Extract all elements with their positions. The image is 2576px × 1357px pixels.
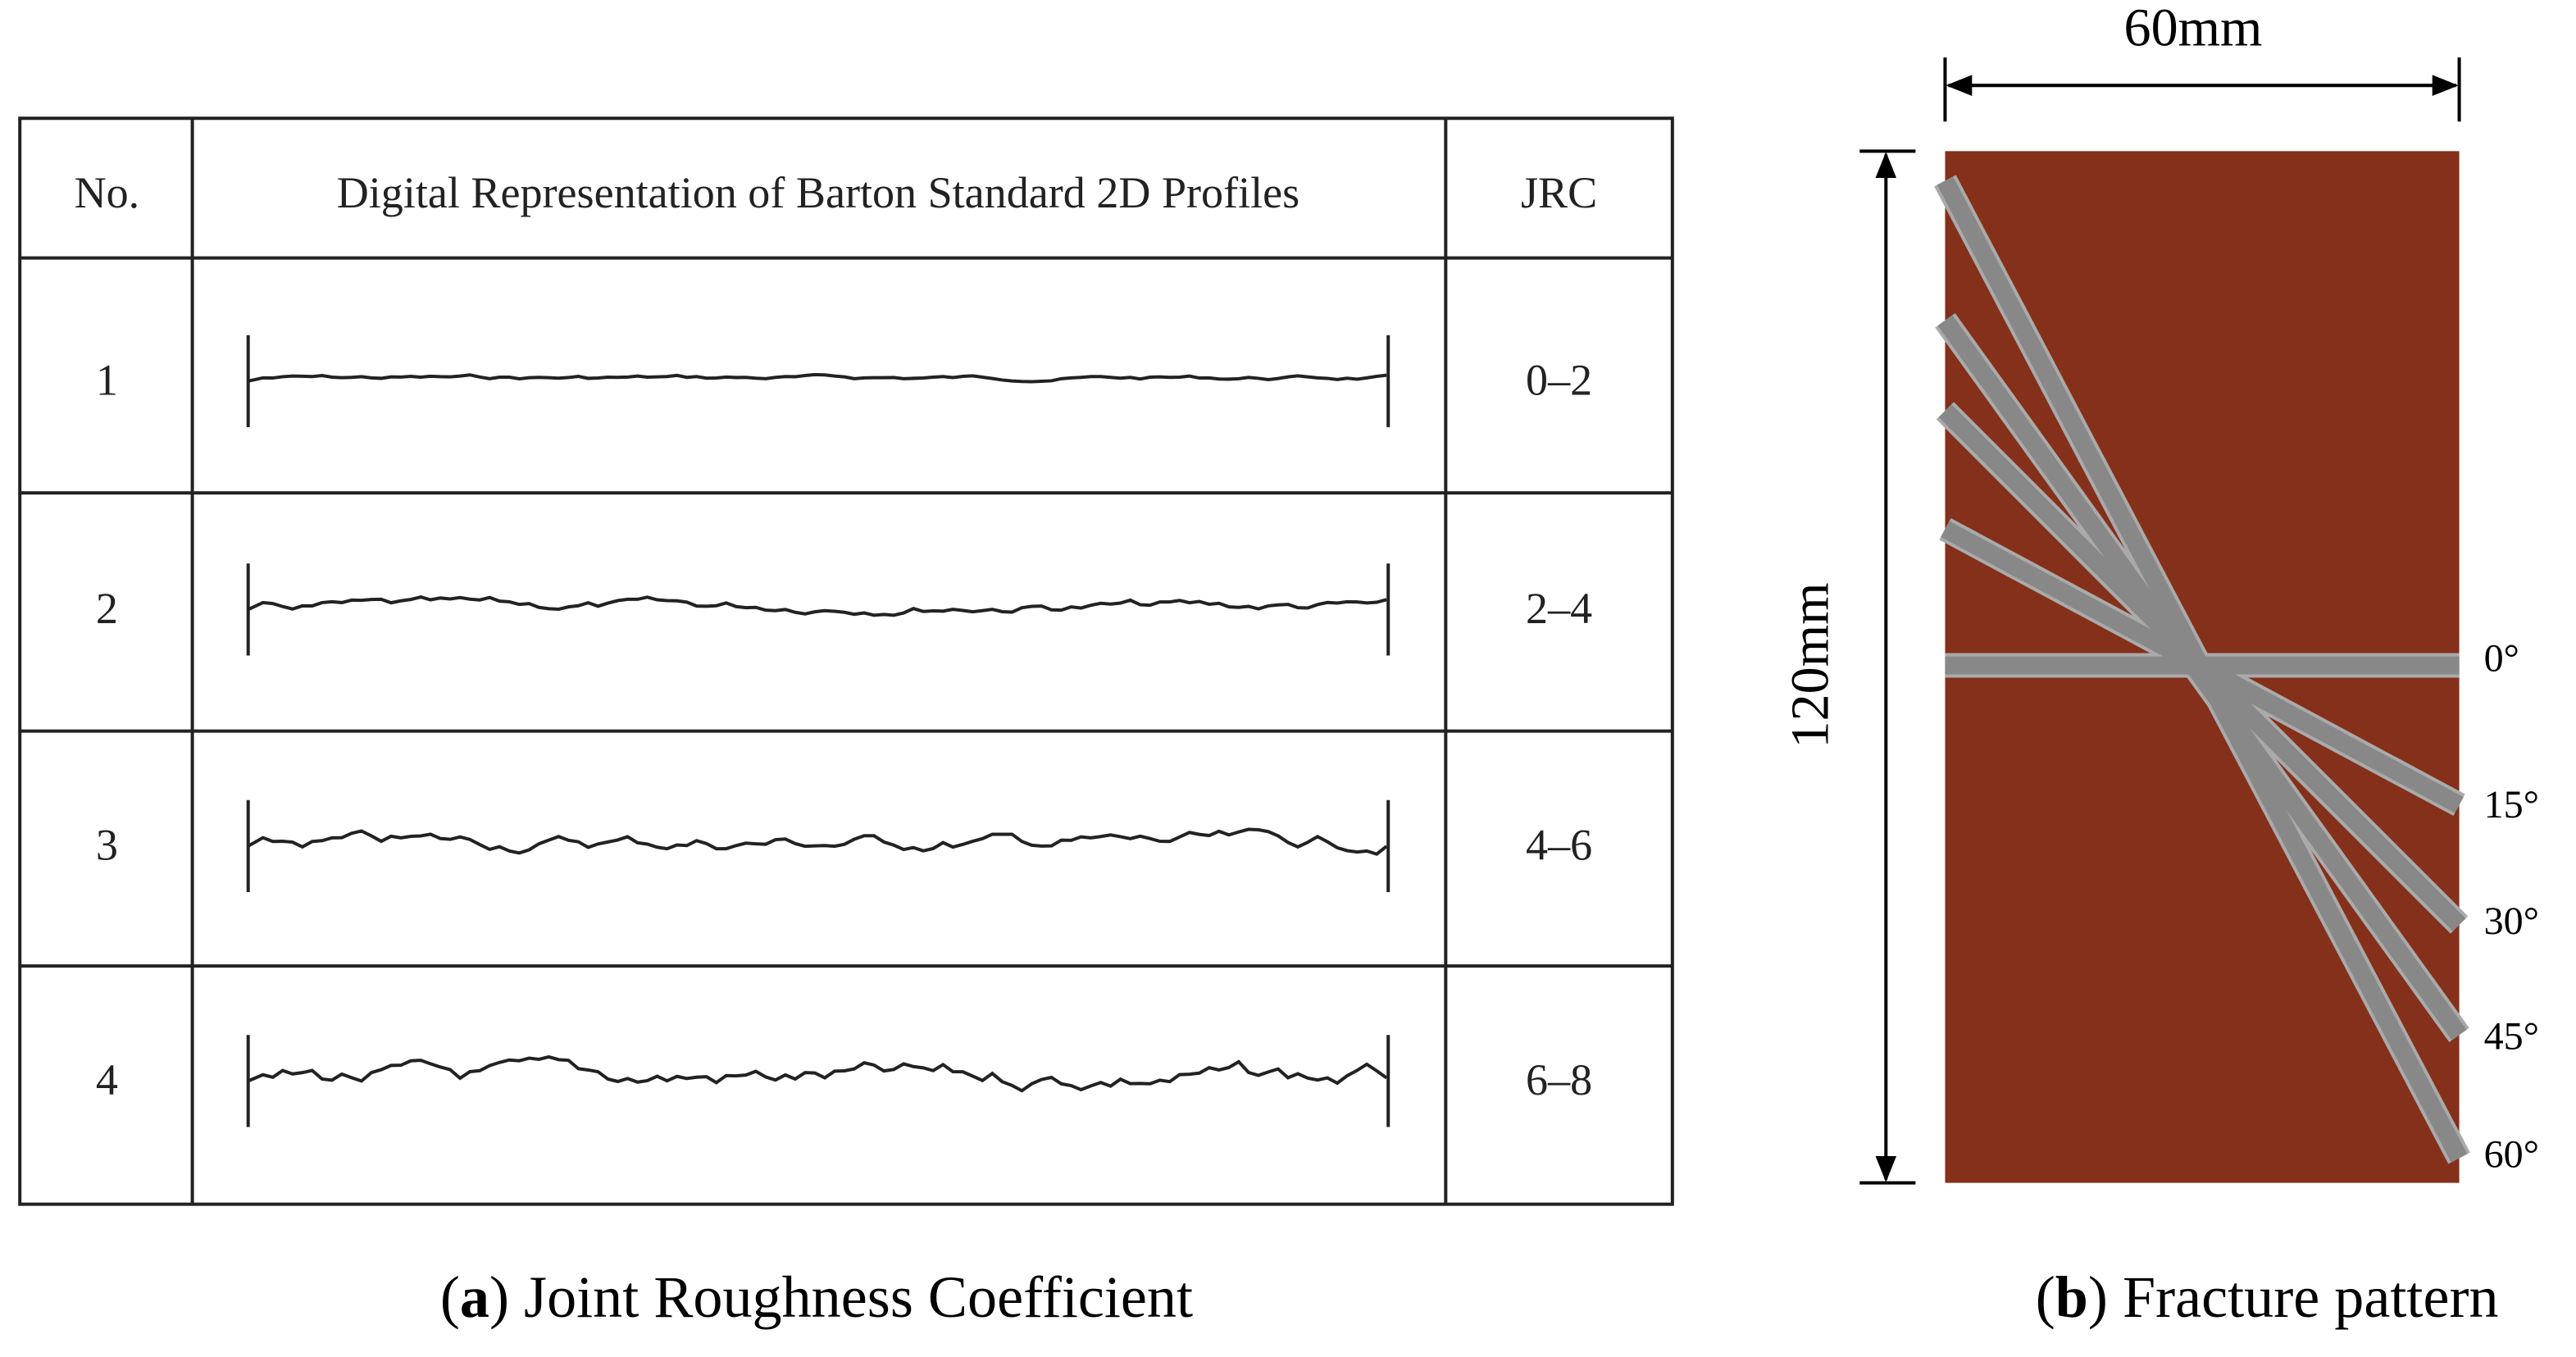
- caption-label: a: [460, 1264, 489, 1329]
- angle-label: 30°: [2484, 899, 2539, 943]
- header-cell: Digital Representation of Barton Standar…: [337, 168, 1299, 217]
- profile: [247, 595, 1387, 617]
- caption-paren: (: [440, 1264, 460, 1329]
- profile: [248, 372, 1387, 384]
- caption-paren: (: [2036, 1264, 2055, 1329]
- angle-label: 60°: [2484, 1133, 2539, 1177]
- jrc-value: 6–8: [1526, 1055, 1592, 1104]
- caption-text: ) Joint Roughness Coefficient: [489, 1264, 1193, 1329]
- angle-label: 15°: [2484, 783, 2539, 826]
- caption-text: ) Fracture pattern: [2088, 1264, 2499, 1329]
- header-cell: No.: [75, 168, 140, 217]
- angle-label: 0°: [2484, 636, 2519, 680]
- profile: [247, 1054, 1388, 1093]
- caption-label: b: [2055, 1264, 2088, 1329]
- fracture-cores: [1937, 176, 2468, 1163]
- width-label: 60mm: [2124, 0, 2263, 57]
- jrc-value: 4–6: [1526, 820, 1592, 869]
- dimension-lines: [1859, 57, 2461, 1185]
- fracture-diagram: 60mm 120mm 0° 15° 30° 45° 60°: [1780, 0, 2539, 1185]
- row-number: 2: [96, 584, 118, 633]
- profile: [247, 827, 1388, 856]
- fracture-core: [1937, 176, 2468, 1163]
- caption: (b) Fracture pattern: [2036, 1264, 2499, 1329]
- angle-label: 45°: [2484, 1014, 2539, 1058]
- row-number: 1: [96, 355, 118, 404]
- row-number: 3: [96, 820, 118, 869]
- table-border: [18, 116, 1674, 1206]
- height-label: 120mm: [1780, 582, 1840, 748]
- jrc-value: 2–4: [1526, 584, 1592, 633]
- caption: (a) Joint Roughness Coefficient: [440, 1264, 1193, 1329]
- row-number: 4: [96, 1055, 118, 1104]
- jrc-value: 0–2: [1526, 355, 1592, 404]
- table: No. Digital Representation of Barton Stan…: [18, 116, 1674, 1206]
- header-cell: JRC: [1521, 168, 1597, 217]
